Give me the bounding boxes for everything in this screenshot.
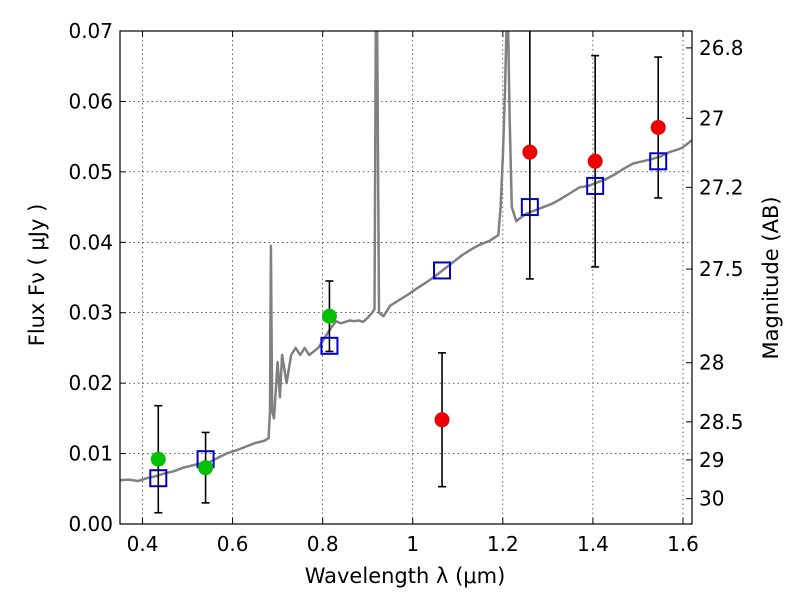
- right-axis-title: Magnitude (AB): [759, 196, 783, 359]
- spectrum-line: [120, 31, 692, 483]
- photometry-point: [522, 144, 538, 160]
- right-tick-label: 30: [699, 487, 724, 511]
- model-square-marker: [649, 152, 668, 171]
- model-square-marker: [433, 261, 452, 280]
- axis-labels: 0.4 0.6 0.8 1 1.2 1.4 1.6 0.00 0.01 0.02 0.03 0.04 0…: [68, 19, 743, 556]
- x-tick-label: 0.6: [217, 532, 249, 556]
- y-tick-label: 0.07: [68, 19, 113, 43]
- plot-frame: [119, 30, 693, 525]
- x-axis-title: Wavelength λ (μm): [305, 564, 506, 588]
- x-tick-label: 1: [406, 532, 419, 556]
- y-tick-label: 0.02: [68, 371, 113, 395]
- x-tick-label: 1.6: [667, 532, 699, 556]
- right-tick-label: 28: [699, 351, 724, 375]
- x-tick-label: 0.4: [127, 532, 159, 556]
- y-tick-label: 0.04: [68, 230, 113, 254]
- photometry-point: [321, 308, 337, 324]
- right-tick-label: 27.2: [699, 175, 744, 199]
- x-tick-label: 1.4: [577, 532, 609, 556]
- x-tick-label: 0.8: [307, 532, 339, 556]
- right-tick-label: 27: [699, 106, 724, 130]
- right-tick-label: 26.8: [699, 36, 744, 60]
- y-tick-label: 0.03: [68, 301, 113, 325]
- right-tick-label: 28.5: [699, 410, 744, 434]
- y-tick-label: 0.00: [68, 512, 113, 536]
- model-square-marker: [320, 336, 339, 355]
- y-axis-title: Flux Fν ( μJy ): [25, 204, 49, 347]
- right-tick-label: 29: [699, 448, 724, 472]
- photometry-point: [587, 153, 603, 169]
- model-square-marker: [520, 198, 539, 217]
- model-square-marker: [149, 469, 168, 488]
- photometry-point: [650, 119, 666, 135]
- plot-area: [120, 31, 692, 514]
- photometry-point: [434, 412, 450, 428]
- model-square-marker: [586, 176, 605, 195]
- y-tick-label: 0.05: [68, 160, 113, 184]
- y-tick-label: 0.06: [68, 89, 113, 113]
- right-tick-label: 27.5: [699, 257, 744, 281]
- y-tick-label: 0.01: [68, 442, 113, 466]
- photometry-point: [198, 460, 214, 476]
- x-tick-label: 1.2: [487, 532, 519, 556]
- photometry-point: [150, 451, 166, 467]
